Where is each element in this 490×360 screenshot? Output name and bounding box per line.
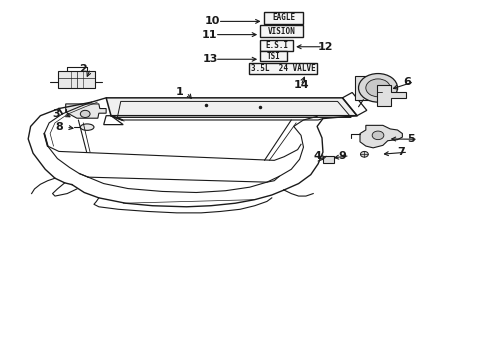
Text: EAGLE: EAGLE xyxy=(272,13,295,22)
Circle shape xyxy=(372,131,384,140)
Ellipse shape xyxy=(80,124,94,130)
Text: TSI: TSI xyxy=(267,52,280,61)
Bar xyxy=(58,71,95,88)
Bar xyxy=(260,51,287,62)
Text: 12: 12 xyxy=(318,42,333,52)
Text: 11: 11 xyxy=(202,30,218,40)
Text: 13: 13 xyxy=(202,54,218,64)
Bar xyxy=(260,40,293,51)
Text: 10: 10 xyxy=(205,17,221,26)
Text: E.S.I: E.S.I xyxy=(265,41,288,50)
Bar xyxy=(260,25,303,37)
Polygon shape xyxy=(376,85,406,106)
Circle shape xyxy=(359,73,397,102)
Text: 8: 8 xyxy=(55,122,63,132)
Polygon shape xyxy=(360,125,402,148)
Bar xyxy=(249,63,317,73)
Text: 7: 7 xyxy=(397,147,405,157)
Text: 1: 1 xyxy=(175,87,183,98)
Text: 3.5L  24 VALVE: 3.5L 24 VALVE xyxy=(250,64,316,73)
Circle shape xyxy=(361,152,368,157)
Polygon shape xyxy=(323,156,334,163)
Text: 9: 9 xyxy=(339,151,346,161)
Text: 2: 2 xyxy=(79,64,87,73)
Polygon shape xyxy=(66,104,106,118)
Circle shape xyxy=(80,111,90,117)
Polygon shape xyxy=(106,98,357,116)
Text: 3: 3 xyxy=(52,109,60,118)
Text: 5: 5 xyxy=(407,134,415,144)
Text: VISION: VISION xyxy=(268,27,295,36)
Text: 4: 4 xyxy=(313,151,321,161)
Bar xyxy=(264,12,303,23)
Circle shape xyxy=(366,79,390,97)
Text: 14: 14 xyxy=(293,80,309,90)
Bar xyxy=(355,76,373,100)
Text: 6: 6 xyxy=(403,77,411,87)
